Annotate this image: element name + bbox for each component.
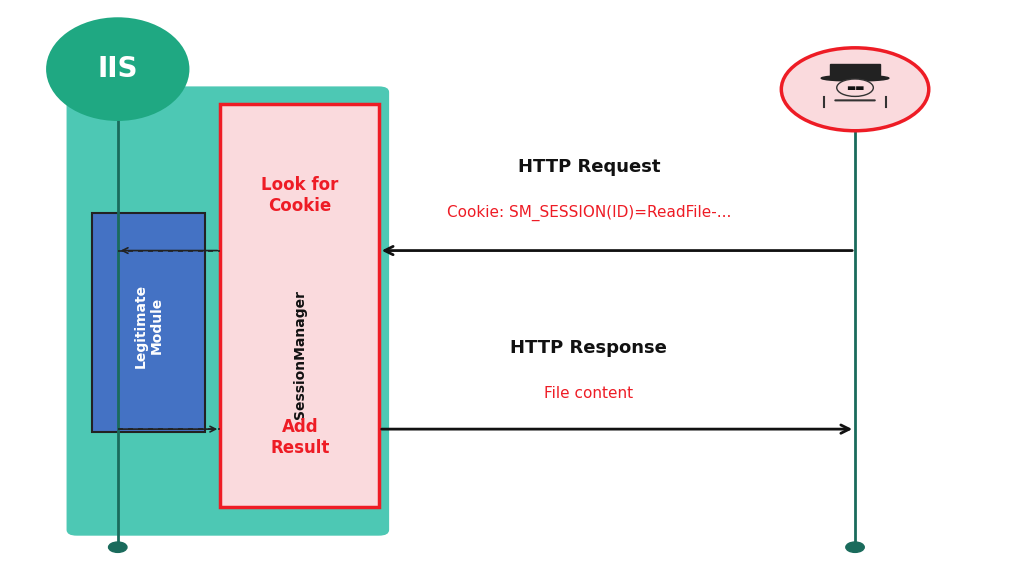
Text: IIS: IIS xyxy=(97,55,138,83)
Text: File content: File content xyxy=(544,386,634,401)
Text: ▬▬: ▬▬ xyxy=(846,83,864,93)
FancyBboxPatch shape xyxy=(67,86,389,536)
Text: Look for
Cookie: Look for Cookie xyxy=(261,176,339,215)
FancyBboxPatch shape xyxy=(92,213,205,432)
Text: Cookie: SM_SESSION(ID)=ReadFile-...: Cookie: SM_SESSION(ID)=ReadFile-... xyxy=(446,204,731,221)
Ellipse shape xyxy=(109,542,127,552)
Ellipse shape xyxy=(821,75,889,81)
Ellipse shape xyxy=(781,48,929,131)
Text: HTTP Request: HTTP Request xyxy=(517,158,660,176)
Ellipse shape xyxy=(846,542,864,552)
FancyBboxPatch shape xyxy=(220,104,379,507)
Text: HTTP Response: HTTP Response xyxy=(510,339,668,357)
Ellipse shape xyxy=(837,79,873,96)
Text: Add
Result: Add Result xyxy=(270,418,330,457)
FancyBboxPatch shape xyxy=(829,64,881,78)
Ellipse shape xyxy=(46,17,189,121)
Text: SessionManager: SessionManager xyxy=(293,290,307,419)
Text: Legitimate
Module: Legitimate Module xyxy=(133,283,164,367)
